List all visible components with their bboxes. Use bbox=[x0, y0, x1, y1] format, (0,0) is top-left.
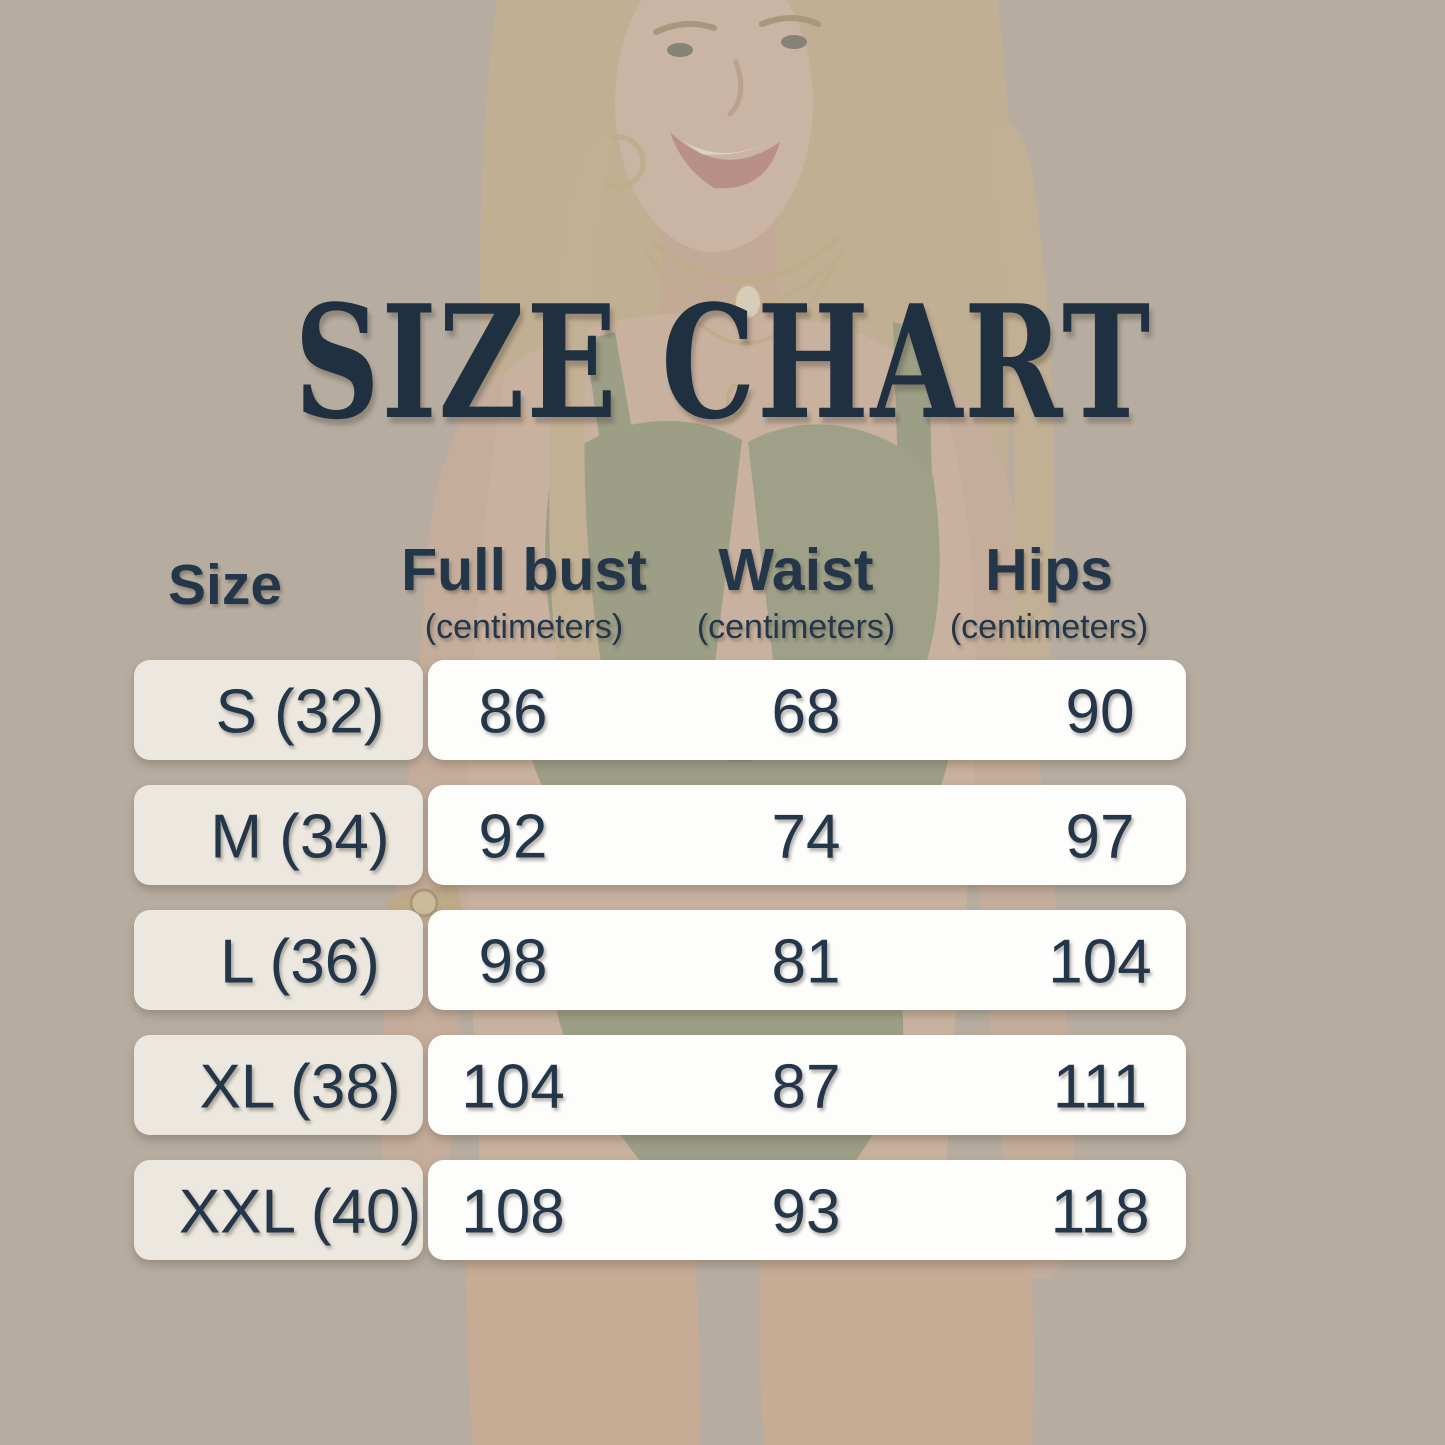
col-header-unit: (centimeters) bbox=[424, 608, 624, 646]
col-header-unit: (centimeters) bbox=[949, 608, 1149, 646]
face-features bbox=[653, 15, 821, 189]
hips-value: 111 bbox=[1052, 1052, 1148, 1122]
col-header-size: Size bbox=[167, 553, 283, 617]
page-title: SIZE CHART bbox=[293, 271, 1152, 454]
size-label: L (36) bbox=[220, 927, 380, 997]
table-row: XXL (40) 108 93 118 bbox=[0, 1160, 1445, 1260]
hips-value: 104 bbox=[1048, 927, 1152, 997]
size-label-pill: M (34) bbox=[134, 785, 423, 885]
col-header-hips: Hips (centimeters) bbox=[949, 537, 1149, 646]
size-label: XXL (40) bbox=[178, 1177, 422, 1247]
bust-value: 98 bbox=[478, 927, 548, 997]
size-label: M (34) bbox=[210, 802, 390, 872]
hips-value: 118 bbox=[1050, 1177, 1150, 1247]
waist-value: 81 bbox=[771, 927, 841, 997]
col-header-label: Hips bbox=[985, 537, 1113, 603]
size-label: S (32) bbox=[215, 677, 385, 747]
face bbox=[615, 0, 813, 252]
col-header-unit: (centimeters) bbox=[696, 608, 896, 646]
waist-value: 74 bbox=[771, 802, 841, 872]
row-values-pill: 98 81 104 bbox=[428, 910, 1186, 1010]
size-label-pill: XL (38) bbox=[134, 1035, 423, 1135]
col-header-label: Full bust bbox=[401, 537, 647, 603]
size-label-pill: L (36) bbox=[134, 910, 423, 1010]
row-values-pill: 92 74 97 bbox=[428, 785, 1186, 885]
waist-value: 93 bbox=[771, 1177, 841, 1247]
row-values-pill: 104 87 111 bbox=[428, 1035, 1186, 1135]
size-label-pill: S (32) bbox=[134, 660, 423, 760]
hips-value: 97 bbox=[1065, 802, 1135, 872]
size-label: XL (38) bbox=[199, 1052, 401, 1122]
col-header-label: Waist bbox=[718, 537, 874, 603]
table-row: L (36) 98 81 104 bbox=[0, 910, 1445, 1010]
table-row: XL (38) 104 87 111 bbox=[0, 1035, 1445, 1135]
oval-pendant bbox=[726, 383, 746, 417]
hair-strand-left bbox=[549, 134, 612, 727]
bust-value: 108 bbox=[461, 1177, 565, 1247]
row-values-pill: 86 68 90 bbox=[428, 660, 1186, 760]
hips-value: 90 bbox=[1065, 677, 1135, 747]
bust-value: 86 bbox=[478, 677, 548, 747]
bust-value: 104 bbox=[461, 1052, 565, 1122]
hair-strand-right bbox=[986, 121, 1055, 733]
waist-value: 87 bbox=[771, 1052, 841, 1122]
coin-pendant bbox=[734, 284, 762, 320]
bust-value: 92 bbox=[478, 802, 548, 872]
size-label-pill: XXL (40) bbox=[134, 1160, 423, 1260]
col-header-full-bust: Full bust (centimeters) bbox=[401, 537, 647, 646]
waist-value: 68 bbox=[771, 677, 841, 747]
row-values-pill: 108 93 118 bbox=[428, 1160, 1186, 1260]
table-row: S (32) 86 68 90 bbox=[0, 660, 1445, 760]
table-row: M (34) 92 74 97 bbox=[0, 785, 1445, 885]
col-header-waist: Waist (centimeters) bbox=[696, 537, 896, 646]
